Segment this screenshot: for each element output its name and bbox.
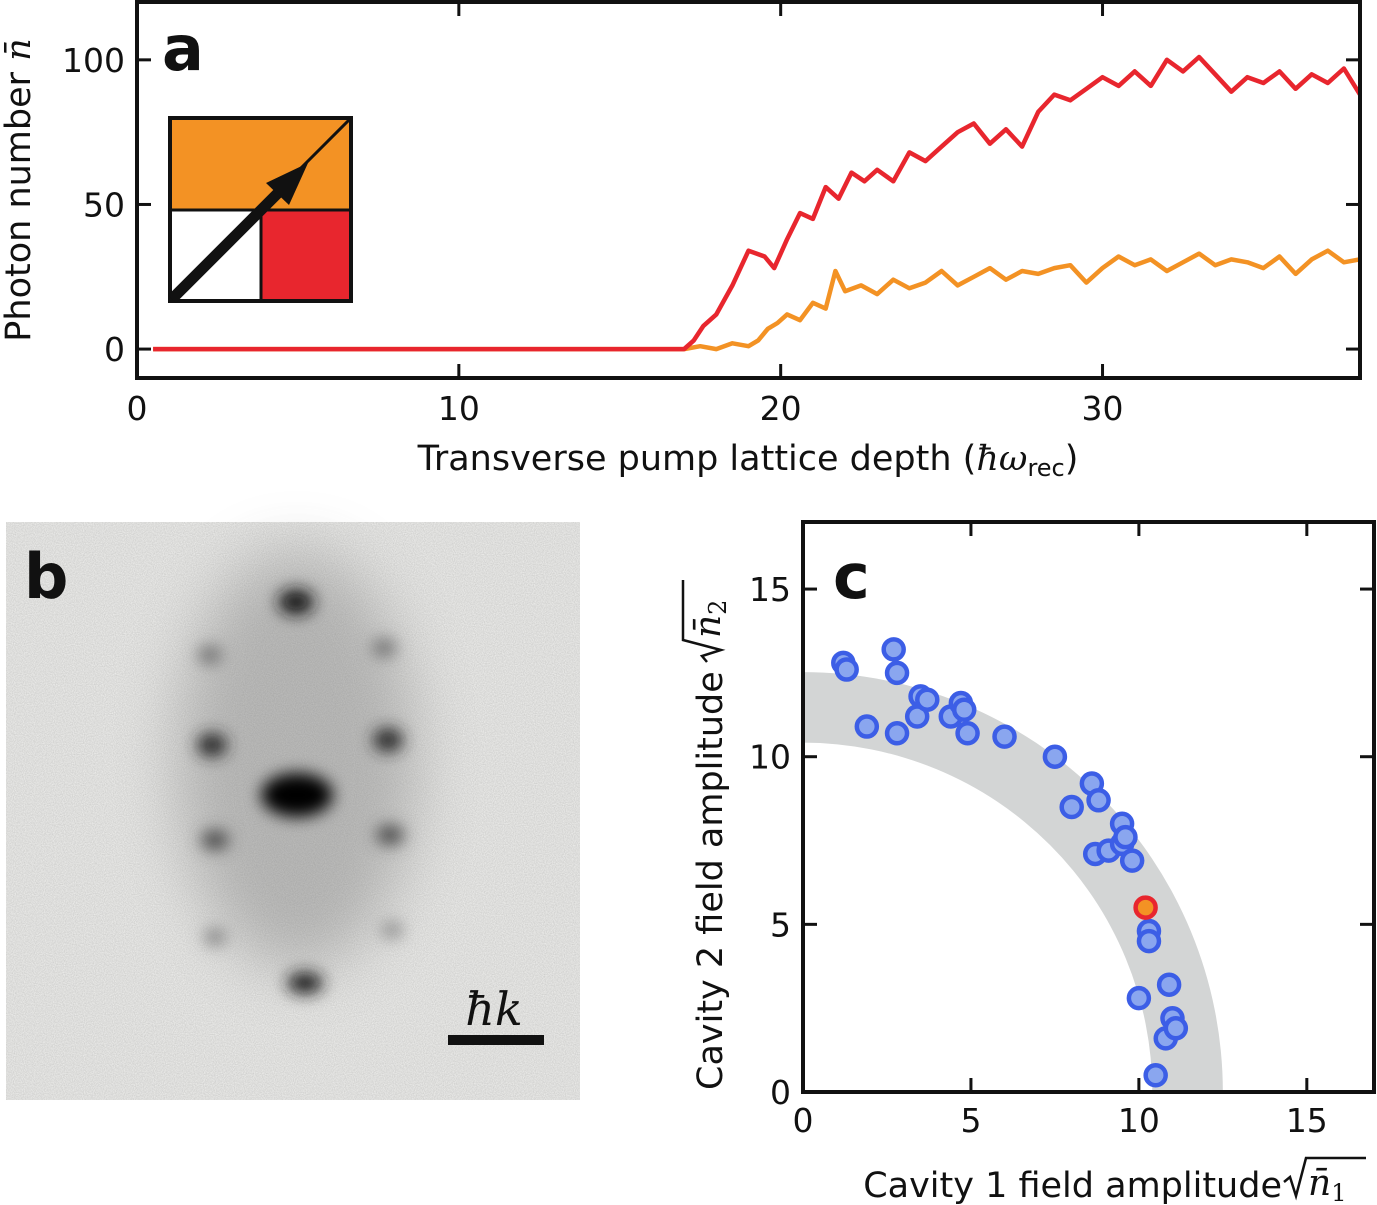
inset-red-region	[261, 210, 351, 301]
panel-c-x-sqrt-sign	[1283, 1156, 1366, 1201]
peak-right-bottom	[381, 922, 403, 938]
panel-c-band	[803, 672, 1223, 1092]
panel-c: 0 5 10 15 0 5 10 15 c Cavity 1 field amplitude …	[681, 520, 1376, 1205]
x-tick-label: 20	[760, 389, 802, 428]
peak-left-top	[198, 646, 222, 664]
scalebar	[448, 1035, 544, 1045]
scalebar-label: ħk	[465, 982, 523, 1036]
peak-left-lower	[201, 830, 229, 850]
data-point	[1113, 824, 1138, 850]
inset-arrow-shaft	[168, 186, 285, 303]
peak-right-upper	[373, 728, 403, 752]
y-tick-label: 50	[83, 185, 125, 224]
data-point	[1136, 928, 1162, 954]
panel-c-points	[831, 637, 1189, 1088]
panel-b-halo	[177, 550, 417, 970]
data-point	[1126, 985, 1152, 1011]
data-point	[915, 687, 940, 712]
data-point	[1042, 744, 1068, 769]
x-tick-label: 0	[127, 389, 148, 428]
panel-c-x-axis-label: Cavity 1 field amplitude n̄1	[863, 1156, 1366, 1205]
peak-right-lower	[376, 825, 404, 845]
x-tick-label: 10	[1118, 1101, 1160, 1140]
x-tick-label: 0	[793, 1101, 814, 1140]
y-tick-label: 15	[749, 570, 791, 609]
panel-c-y-sqrt-sign	[681, 580, 726, 663]
panel-c-ticks: 0 5 10 15 0 5 10 15	[749, 522, 1374, 1140]
data-point	[884, 660, 910, 686]
panel-c-x-axis-label-text: Cavity 1 field amplitude	[863, 1166, 1282, 1205]
panel-c-y-axis-math: n̄2	[688, 600, 732, 638]
panel-b-peaks	[197, 589, 404, 994]
panel-c-x-axis-math: n̄1	[1308, 1163, 1346, 1205]
peak-center	[261, 773, 333, 817]
inset-arrow-head	[266, 163, 308, 205]
peak-bottom	[287, 972, 323, 994]
series-line-orange	[153, 248, 1360, 352]
data-point	[854, 714, 880, 739]
inset-frame	[168, 116, 353, 303]
data-point	[951, 697, 977, 723]
data-point	[884, 720, 910, 746]
x-tick-label: 15	[1286, 1101, 1328, 1140]
inset-orange-region	[170, 118, 351, 210]
x-tick-label: 5	[960, 1101, 981, 1140]
panel-c-y-axis-label: Cavity 2 field amplitude n̄2	[681, 580, 732, 1090]
data-point	[1156, 972, 1182, 997]
y-tick-label: 0	[104, 330, 125, 369]
series-line-red	[153, 54, 1360, 352]
x-tick-label: 10	[438, 389, 480, 428]
y-tick-label: 10	[749, 738, 791, 777]
panel-a-x-axis-label: Transverse pump lattice depth (ħωrec)	[417, 439, 1079, 482]
peak-right-top	[372, 639, 396, 657]
data-point	[955, 720, 980, 746]
y-tick-label: 5	[770, 905, 791, 944]
data-point	[1059, 794, 1084, 820]
panel-a-frame	[135, 0, 1362, 380]
data-point	[1119, 848, 1145, 873]
panel-a-y-axis-label: Photon number n̄	[0, 38, 39, 341]
data-point	[1086, 788, 1111, 813]
panel-c-frame	[801, 520, 1376, 1094]
panel-a-ticks: 0 10 20 30 0 50 100	[62, 2, 1360, 428]
data-point	[1143, 1062, 1168, 1088]
panel-c-y-axis-label-text: Cavity 2 field amplitude	[691, 671, 731, 1090]
panel-a-letter: a	[162, 12, 204, 85]
panel-b: b ħk	[6, 522, 580, 1100]
data-point	[881, 637, 906, 662]
data-point	[834, 657, 859, 682]
highlight-point	[1133, 895, 1158, 920]
x-tick-label: 30	[1082, 389, 1124, 428]
peak-left-bottom	[204, 929, 226, 945]
panel-c-plot-area	[803, 637, 1223, 1092]
peak-left-upper	[197, 733, 227, 757]
panel-c-letter: c	[833, 540, 870, 613]
y-tick-label: 0	[770, 1073, 791, 1112]
panel-a-plot-area	[153, 54, 1360, 352]
y-tick-label: 100	[62, 41, 125, 80]
data-point	[1163, 1016, 1189, 1041]
peak-top	[278, 589, 314, 615]
data-point	[992, 724, 1017, 749]
panel-a: 0 10 20 30 0 50 100 a Transverse pump lattice …	[0, 0, 1362, 482]
panel-a-inset	[168, 116, 353, 303]
panel-b-letter: b	[24, 540, 68, 613]
